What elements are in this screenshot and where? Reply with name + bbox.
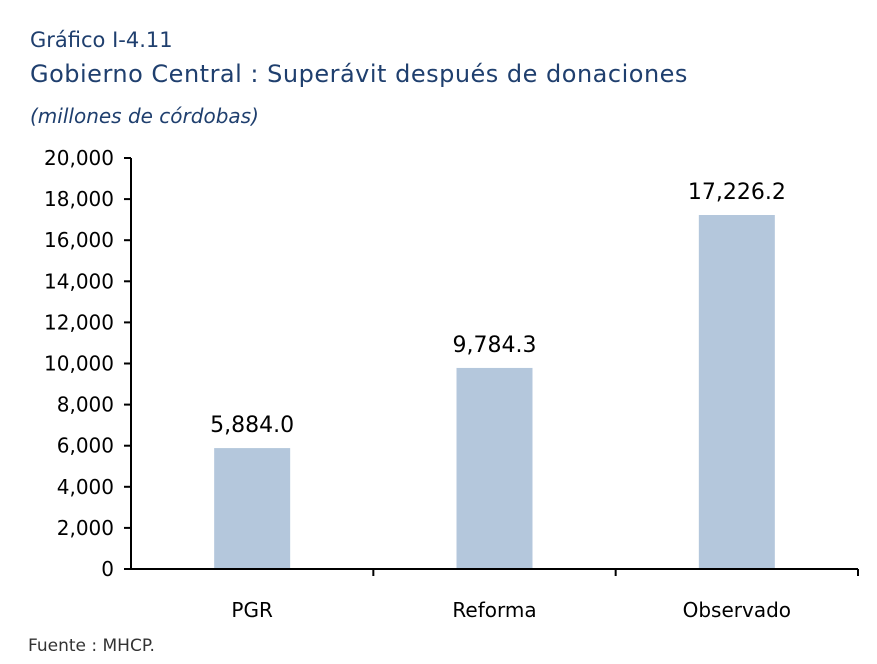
x-axis-ticks: [372, 569, 859, 576]
y-tick-label: 8,000: [57, 393, 114, 417]
y-tick-label: 6,000: [57, 434, 114, 458]
y-axis-ticks: 0 2,000 4,000 6,000 8,000 10,000 12,000 14,000 1…: [44, 146, 131, 581]
category-label: Reforma: [452, 598, 536, 622]
chart-units-subtitle: (millones de córdobas): [30, 104, 259, 128]
bar-value-label: 9,784.3: [453, 333, 537, 358]
source-note: Fuente : MHCP.: [28, 636, 155, 656]
category-label: PGR: [231, 598, 273, 622]
y-tick-label: 2,000: [57, 516, 114, 540]
bar-series: [214, 215, 775, 569]
chart-number-label: Gráfico I-4.11: [30, 28, 173, 52]
y-tick-label: 14,000: [44, 269, 114, 293]
chart-title: Gobierno Central : Superávit después de …: [30, 60, 688, 88]
y-tick-label: 0: [101, 557, 114, 581]
category-label: Observado: [683, 598, 791, 622]
bar-value-label: 5,884.0: [210, 413, 294, 438]
y-tick-label: 18,000: [44, 187, 114, 211]
category-labels: PGR Reforma Observado: [231, 598, 791, 622]
y-tick-label: 10,000: [44, 352, 114, 376]
y-tick-label: 12,000: [44, 310, 114, 334]
y-tick-label: 20,000: [44, 146, 114, 170]
y-tick-label: 16,000: [44, 228, 114, 252]
data-labels: 5,884.0 9,784.3 17,226.2: [210, 180, 786, 438]
bar-observado: [698, 215, 775, 569]
y-tick-label: 4,000: [57, 475, 114, 499]
bar-reforma: [456, 367, 533, 569]
bar-pgr: [214, 448, 291, 569]
bar-value-label: 17,226.2: [688, 180, 786, 205]
